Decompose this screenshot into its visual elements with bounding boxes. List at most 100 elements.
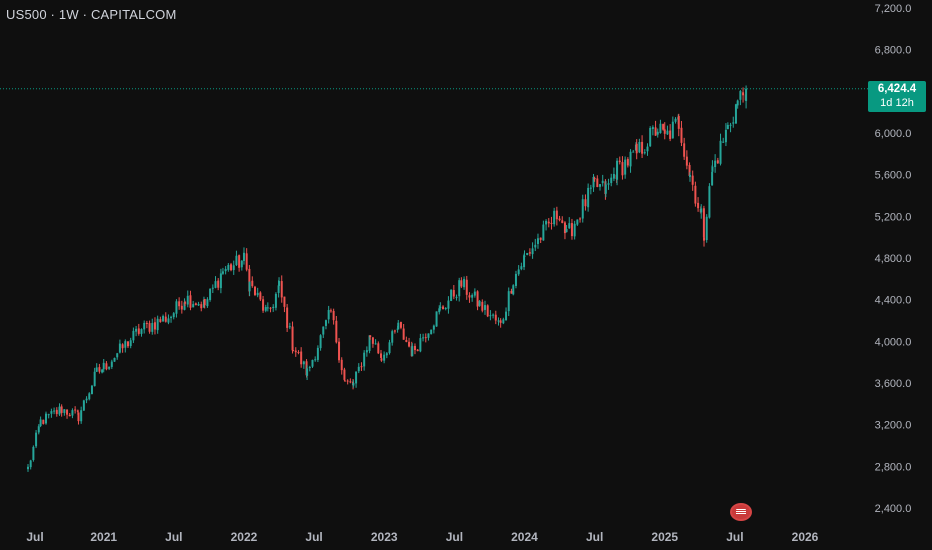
- candle: [413, 343, 416, 355]
- candle: [314, 356, 317, 362]
- candle: [616, 158, 619, 186]
- candle: [60, 404, 63, 417]
- candle: [68, 413, 71, 417]
- candle: [468, 292, 471, 303]
- candle: [732, 116, 735, 128]
- candle: [224, 266, 227, 275]
- candle: [523, 250, 526, 258]
- candle: [536, 233, 539, 249]
- candle: [505, 307, 508, 321]
- candle: [669, 124, 672, 142]
- price-axis-label: 6,000.0: [875, 128, 912, 140]
- candle: [599, 184, 602, 191]
- candle: [397, 320, 400, 330]
- candle: [641, 135, 644, 158]
- candle: [481, 299, 484, 313]
- candle: [66, 409, 69, 419]
- candle: [624, 156, 627, 179]
- candle: [688, 172, 691, 182]
- candle: [322, 326, 325, 339]
- candle: [85, 396, 88, 404]
- candle: [140, 328, 143, 337]
- candle: [581, 194, 584, 223]
- candle: [422, 333, 425, 342]
- candle: [476, 290, 479, 311]
- candle: [438, 305, 441, 315]
- candle: [592, 173, 595, 192]
- candle: [88, 392, 91, 401]
- candle: [183, 298, 186, 311]
- candle: [486, 304, 489, 318]
- candle: [416, 349, 419, 352]
- candle: [126, 341, 129, 349]
- candle: [473, 288, 476, 298]
- candle: [607, 178, 610, 190]
- candle: [659, 119, 662, 134]
- candle: [214, 276, 217, 289]
- candle: [332, 308, 335, 325]
- economic-calendar-flag-icon[interactable]: [730, 503, 752, 521]
- candle: [286, 303, 289, 332]
- candle: [408, 337, 411, 348]
- candle: [568, 217, 571, 229]
- candle: [311, 359, 314, 368]
- candle: [105, 361, 108, 371]
- candle: [563, 221, 566, 240]
- candle: [405, 336, 408, 343]
- candle: [649, 126, 652, 147]
- candle: [148, 320, 151, 334]
- time-axis[interactable]: Jul 2021 Jul 2022 Jul 2023 Jul 2024 Jul 2025 Jul 20…: [26, 530, 818, 544]
- candle: [108, 366, 111, 371]
- candle: [517, 265, 520, 276]
- candle: [269, 307, 272, 313]
- price-axis-label: 4,000.0: [875, 336, 912, 348]
- candle: [584, 194, 587, 211]
- candle: [355, 371, 358, 388]
- candle: [656, 128, 659, 138]
- time-axis-label: Jul: [305, 530, 322, 544]
- candle: [221, 267, 224, 275]
- time-axis-label: Jul: [586, 530, 603, 544]
- candle: [618, 156, 621, 165]
- candles-group: [26, 85, 748, 472]
- candle: [700, 204, 703, 219]
- candle: [259, 291, 262, 302]
- time-axis-label: 2024: [511, 530, 538, 544]
- candle: [662, 123, 665, 131]
- candle: [32, 445, 35, 462]
- candle: [203, 298, 206, 309]
- candle: [638, 138, 641, 154]
- time-axis-label: Jul: [726, 530, 743, 544]
- candle: [388, 339, 391, 355]
- price-axis-label: 3,600.0: [875, 378, 912, 390]
- candle: [460, 277, 463, 289]
- candle: [702, 205, 705, 240]
- candle: [118, 339, 121, 354]
- candle: [175, 299, 178, 318]
- candle: [558, 215, 561, 222]
- candle: [29, 459, 32, 470]
- candle: [95, 363, 98, 373]
- candle: [98, 363, 101, 374]
- candle: [343, 367, 346, 381]
- candle: [55, 407, 58, 417]
- candle: [553, 207, 556, 227]
- candle: [180, 300, 183, 314]
- candle: [528, 248, 531, 257]
- symbol-title[interactable]: US500 · 1W · CAPITALCOM: [6, 7, 177, 22]
- candle: [159, 316, 162, 323]
- candle: [71, 408, 74, 419]
- candle: [365, 346, 368, 357]
- candle: [272, 304, 275, 312]
- candle: [621, 156, 624, 180]
- candle: [570, 218, 573, 240]
- candle: [626, 157, 629, 168]
- candle: [439, 302, 442, 311]
- candle: [132, 327, 135, 344]
- price-axis[interactable]: 7,200.0 6,800.0 6,000.0 5,600.0 5,200.0 4,800…: [875, 3, 912, 515]
- time-axis-label: 2026: [792, 530, 819, 544]
- candle: [471, 293, 474, 302]
- candle: [502, 317, 505, 325]
